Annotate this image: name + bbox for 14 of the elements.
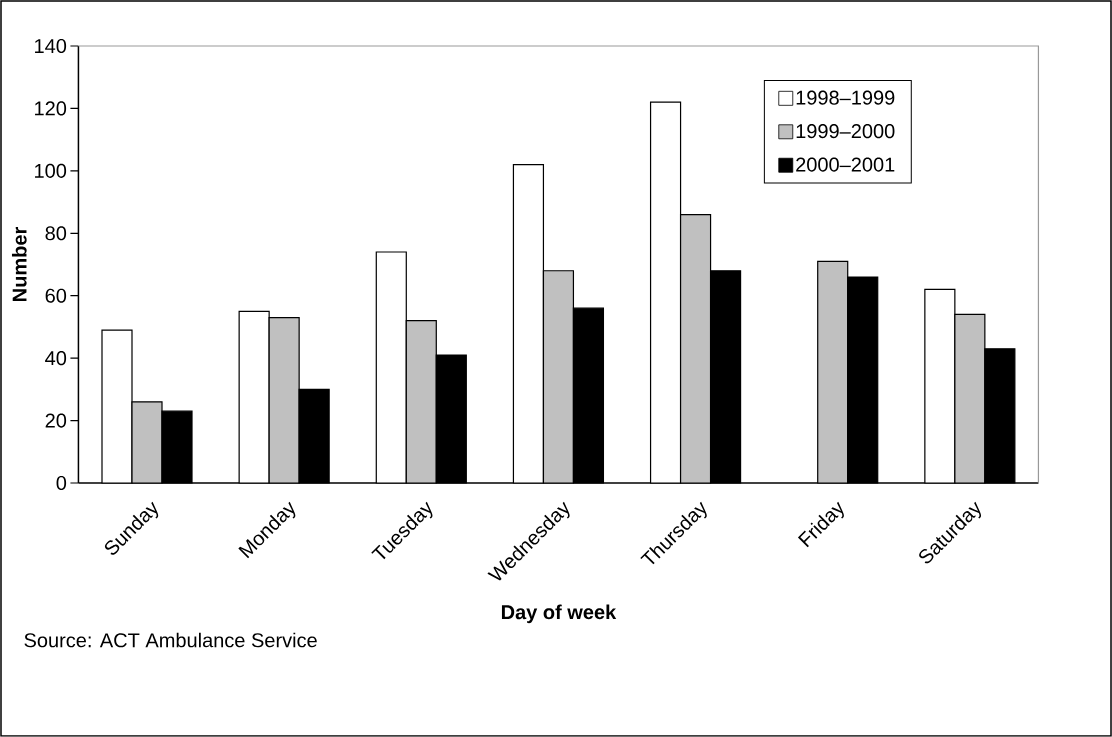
x-axis-title: Day of week [501, 604, 617, 624]
y-axis-title: Number [11, 227, 27, 301]
y-tick-label: 140 [35, 38, 67, 54]
legend-label: 1998–1999 [796, 90, 895, 105]
y-tick-label: 40 [45, 351, 67, 366]
legend-label: 1999–2000 [796, 124, 895, 139]
y-tick-label: 120 [35, 101, 67, 116]
y-tick-label: 0 [56, 475, 67, 491]
legend-label: 2000–2001 [796, 157, 895, 172]
y-tick-label: 20 [45, 413, 67, 428]
y-tick-label: 80 [45, 226, 67, 241]
y-tick-label: 60 [45, 288, 67, 303]
y-tick-label: 100 [35, 163, 67, 178]
source-note: Source: ACT Ambulance Service [24, 632, 317, 648]
